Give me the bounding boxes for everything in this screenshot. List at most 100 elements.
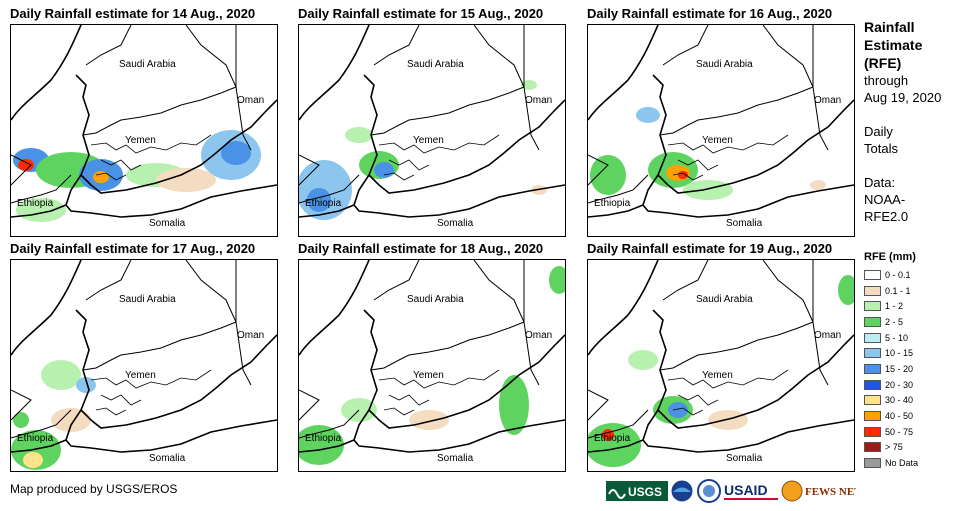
map-panel: Daily Rainfall estimate for 19 Aug., 202… [587,241,865,473]
boundary-line [299,260,565,453]
rainfall-area [23,452,43,468]
panel-title: Daily Rainfall estimate for 16 Aug., 202… [587,6,833,21]
legend-label: 2 - 5 [885,316,904,327]
country-label-yemen: Yemen [413,370,444,381]
panel-title: Daily Rainfall estimate for 19 Aug., 202… [587,241,833,256]
rainfall-area [838,275,854,305]
legend-swatch [864,348,881,359]
boundary-line [11,25,277,218]
rfe-legend: RFE (mm) 0 - 0.1 0.1 - 1 1 - 2 2 - 5 5 - 10 1… [864,251,964,471]
boundary-line [11,260,252,439]
legend-swatch [864,411,881,422]
country-label-somalia: Somalia [726,453,763,464]
legend-swatch [864,442,881,453]
boundary-line [588,260,829,439]
boundary-line [299,25,565,218]
rainfall-map: Saudi Arabia Oman Yemen Ethiopia Somalia [587,259,855,472]
legend-label: 40 - 50 [885,411,914,422]
boundary-line [90,369,212,416]
rainfall-area [345,127,373,143]
legend-item: 0.1 - 1 [864,283,964,299]
rainfall-map: Saudi Arabia Oman Yemen Ethiopia Somalia [298,259,566,472]
legend-label: 1 - 2 [885,301,904,312]
legend-item: No Data [864,455,964,471]
rainfall-area [51,408,91,432]
rainfall-area [678,171,688,179]
rainfall-area [221,141,251,165]
legend-swatch [864,316,881,327]
rainfall-area [810,180,826,190]
legend-swatch [864,363,881,374]
panel-title: Daily Rainfall estimate for 17 Aug., 202… [10,241,256,256]
agency-logos: USGS USAID FEWS NET [606,478,856,506]
data-source-label: Data: NOAA- RFE2.0 [864,175,909,224]
country-label-ethiopia: Ethiopia [305,433,342,444]
legend-label: > 75 [885,442,903,453]
country-label-oman: Oman [237,95,264,106]
rainfall-area [590,155,626,195]
legend-label: 0.1 - 1 [885,285,911,296]
boundary-line [299,260,540,439]
country-label-yemen: Yemen [702,370,733,381]
legend-title: Rainfall Estimate (RFE) [864,19,923,71]
rainfall-area [668,402,688,418]
rainfall-area [708,410,748,430]
panel-title: Daily Rainfall estimate for 15 Aug., 202… [298,6,544,21]
boundary-line [378,134,500,181]
rainfall-area [588,423,641,467]
country-label-ethiopia: Ethiopia [305,198,342,209]
map-credit: Map produced by USGS/EROS [10,482,178,496]
rainfall-area [76,377,96,393]
panel-title: Daily Rainfall estimate for 18 Aug., 202… [298,241,544,256]
legend-label: No Data [885,458,919,469]
country-label-saudi-arabia: Saudi Arabia [119,59,176,70]
rainfall-area [307,188,331,212]
legend-label: 10 - 15 [885,348,914,359]
rainfall-area [18,159,34,171]
country-label-ethiopia: Ethiopia [594,433,631,444]
country-label-oman: Oman [525,330,552,341]
country-label-saudi-arabia: Saudi Arabia [407,294,464,305]
legend-swatch [864,269,881,280]
country-label-yemen: Yemen [125,135,156,146]
country-label-ethiopia: Ethiopia [17,198,54,209]
country-label-oman: Oman [525,95,552,106]
country-label-ethiopia: Ethiopia [17,433,54,444]
country-label-somalia: Somalia [726,218,763,229]
rainfall-area [156,168,216,192]
map-panel: Daily Rainfall estimate for 17 Aug., 202… [10,241,288,473]
legend-item: 20 - 30 [864,377,964,393]
legend-units-title: RFE (mm) [864,251,916,263]
legend-label: 20 - 30 [885,379,914,390]
country-label-ethiopia: Ethiopia [594,198,631,209]
rainfall-area [521,80,537,90]
legend-label: 50 - 75 [885,426,914,437]
country-label-oman: Oman [814,95,841,106]
rainfall-area [93,171,109,183]
rainfall-map: Saudi Arabia Oman Yemen Ethiopia Somalia [298,24,566,237]
rainfall-area [636,107,660,123]
rainfall-area [13,412,29,428]
country-label-yemen: Yemen [413,135,444,146]
through-date: Aug 19, 2020 [864,90,942,105]
doc-seal-logo [697,479,721,503]
legend-label: 15 - 20 [885,363,914,374]
rainfall-area [549,266,565,294]
map-panel: Daily Rainfall estimate for 18 Aug., 202… [298,241,576,473]
through-label: through [864,73,909,88]
map-panel: Daily Rainfall estimate for 15 Aug., 202… [298,6,576,238]
legend-item: > 75 [864,440,964,456]
legend-swatch [864,285,881,296]
rainfall-area [374,162,394,178]
svg-text:FEWS NET: FEWS NET [805,486,856,498]
legend-item: 0 - 0.1 [864,267,964,283]
legend-item: 40 - 50 [864,408,964,424]
legend-swatch [864,458,881,469]
country-label-saudi-arabia: Saudi Arabia [407,59,464,70]
usaid-logo: USAID [724,482,778,500]
legend-item: 2 - 5 [864,314,964,330]
legend-item: 5 - 10 [864,330,964,346]
boundary-line [588,260,854,453]
country-label-saudi-arabia: Saudi Arabia [119,294,176,305]
rainfall-area [409,410,449,430]
